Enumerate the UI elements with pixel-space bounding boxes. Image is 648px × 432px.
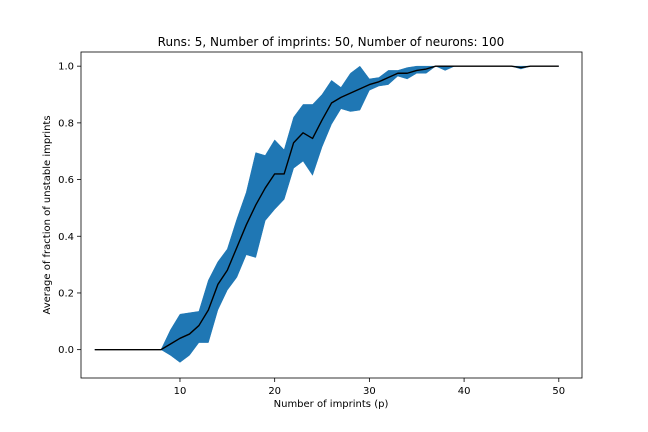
x-tick-label: 10	[174, 386, 187, 397]
y-tick-label: 1.0	[58, 62, 74, 73]
x-tick-label: 30	[363, 386, 376, 397]
y-tick-label: 0.4	[58, 232, 74, 243]
y-axis-label: Average of fraction of unstable imprints	[42, 115, 53, 314]
series-0-line	[94, 65, 559, 351]
y-tick-label: 0.0	[58, 345, 74, 356]
x-tick-label: 50	[552, 386, 565, 397]
line-layer	[94, 65, 559, 351]
x-axis: 10 20 30 40 50	[174, 378, 565, 397]
plot-frame	[80, 51, 583, 379]
y-axis: 0.0 0.2 0.4 0.6 0.8 1.0	[58, 62, 81, 356]
x-tick-label: 20	[268, 386, 281, 397]
band-layer	[94, 65, 559, 363]
y-tick-label: 0.8	[58, 118, 74, 129]
y-tick-label: 0.2	[58, 288, 74, 299]
x-axis-label: Number of imprints (p)	[274, 399, 389, 410]
x-tick-label: 40	[458, 386, 471, 397]
y-tick-label: 0.6	[58, 175, 74, 186]
series-0-band	[94, 65, 559, 363]
chart-title: Runs: 5, Number of imprints: 50, Number …	[158, 35, 505, 49]
